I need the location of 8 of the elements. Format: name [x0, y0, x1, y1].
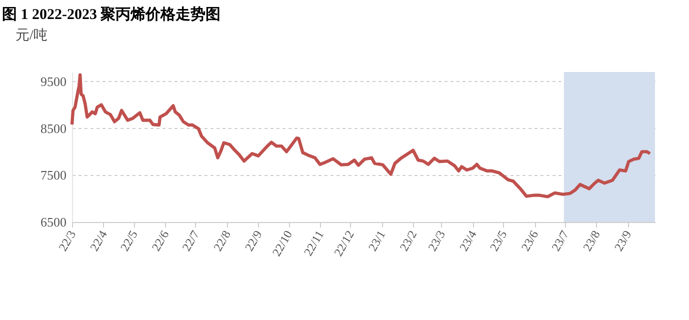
y-tick-label: 8500: [40, 120, 66, 136]
y-tick-label: 9500: [40, 74, 66, 89]
y-axis-title: 元/吨: [16, 28, 48, 44]
chart-title: 图 1 2022-2023 聚丙烯价格走势图: [2, 6, 221, 23]
line-series: [70, 73, 652, 198]
x-tick-label: 23/1: [365, 228, 388, 254]
y-tick-label: 6500: [40, 214, 66, 230]
y-tick-label: 7500: [40, 168, 66, 183]
